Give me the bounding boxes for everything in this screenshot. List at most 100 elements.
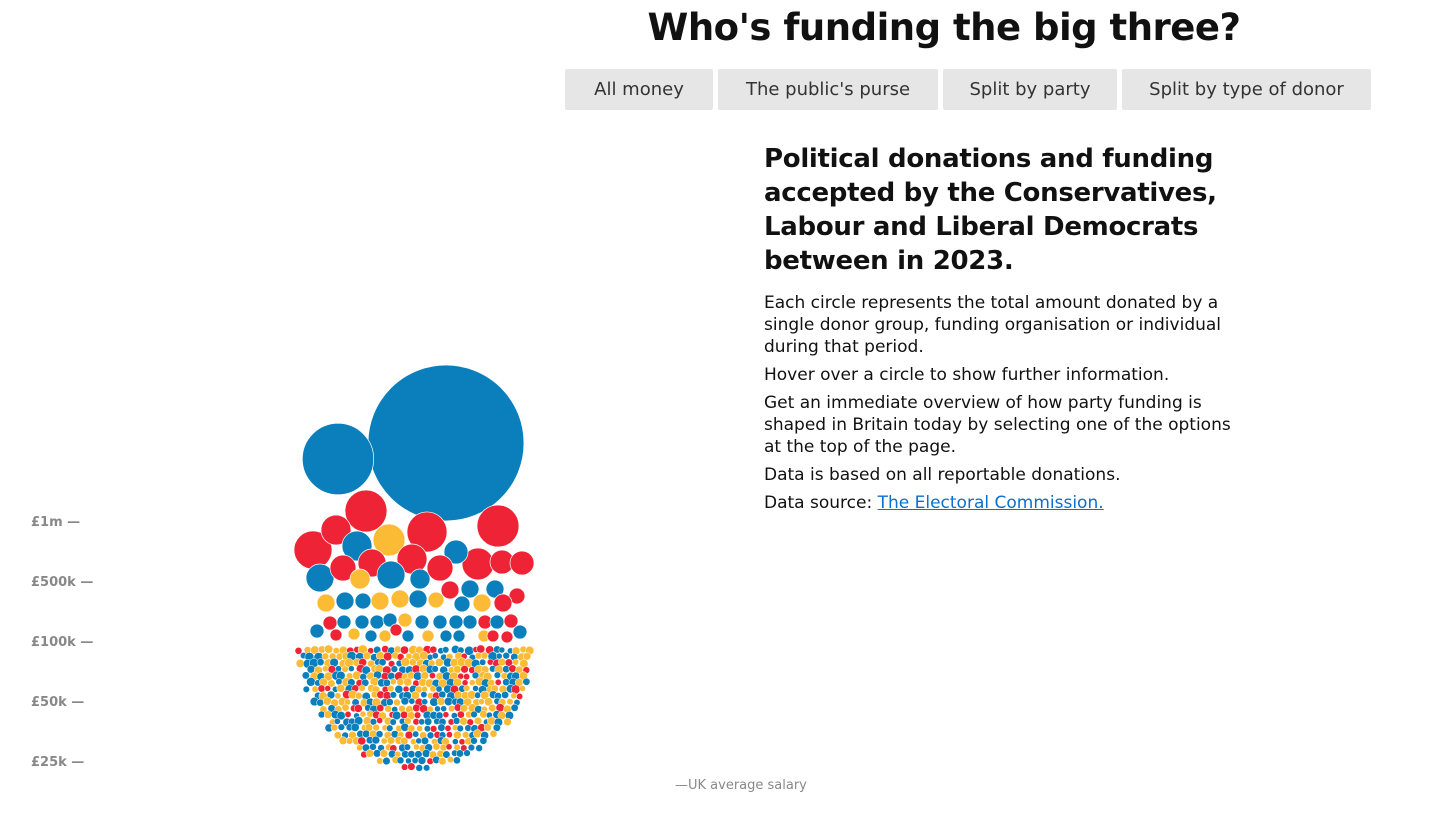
donor-circle-small[interactable] [457,710,465,719]
donor-circle-small[interactable] [461,679,469,686]
donor-circle[interactable] [432,614,448,630]
donor-circle-small[interactable] [463,697,472,707]
donor-circle-small[interactable] [393,698,401,707]
donor-circle-small[interactable] [463,684,471,692]
donor-circle-small[interactable] [446,731,453,738]
donor-circle-small[interactable] [390,665,399,673]
donor-circle-small[interactable] [324,644,334,654]
donor-circle-small[interactable] [389,718,397,726]
donor-circle[interactable] [335,591,355,611]
donor-circle-small[interactable] [519,685,526,692]
donor-circle-small[interactable] [459,717,468,726]
donor-circle-small[interactable] [483,723,492,732]
donor-circle-small[interactable] [372,723,380,732]
donor-circle-small[interactable] [473,729,482,739]
donor-circle-small[interactable] [489,729,498,738]
donor-circle[interactable] [509,550,535,576]
donor-circle-small[interactable] [472,685,479,692]
donor-circle-small[interactable] [434,658,444,667]
donor-circle[interactable] [500,630,514,644]
donor-circle-small[interactable] [498,658,507,667]
donor-circle-small[interactable] [324,685,331,692]
donor-circle-small[interactable] [470,710,478,719]
donor-circle-small[interactable] [442,711,450,718]
donor-circle-small[interactable] [336,683,346,693]
donor-circle[interactable] [376,560,406,590]
donor-circle-small[interactable] [479,658,487,666]
donor-circle-small[interactable] [498,646,506,654]
donor-circle-small[interactable] [306,677,316,687]
donor-circle-small[interactable] [373,749,382,758]
donor-circle[interactable] [354,592,372,610]
donor-circle-small[interactable] [480,690,490,700]
donor-circle-small[interactable] [330,723,339,732]
donor-circle-small[interactable] [334,718,341,725]
donor-circle-small[interactable] [322,696,332,706]
donor-circle[interactable] [409,568,431,590]
donor-circle-small[interactable] [376,704,385,712]
donor-circle-small[interactable] [463,749,471,757]
donor-circle-small[interactable] [503,717,512,726]
donor-circle-small[interactable] [426,731,435,740]
donor-circle-small[interactable] [358,684,366,692]
donor-circle-small[interactable] [460,744,468,752]
donor-circle[interactable] [512,624,528,640]
donor-circle-small[interactable] [387,736,396,745]
donor-circle-small[interactable] [407,762,416,771]
donor-circle-small[interactable] [380,737,388,745]
donor-circle-small[interactable] [437,723,446,732]
donor-circle-small[interactable] [413,743,420,751]
donor-circle-small[interactable] [400,645,409,655]
donor-circle-small[interactable] [442,750,451,759]
donor-circle-small[interactable] [495,652,503,660]
donor-circle[interactable] [460,579,480,599]
donor-circle[interactable] [453,595,471,613]
donor-circle-small[interactable] [316,658,325,666]
donor-circle-small[interactable] [508,664,517,673]
donor-circle-small[interactable] [337,723,345,731]
donor-circle-small[interactable] [431,665,439,673]
donor-circle-small[interactable] [468,679,476,686]
donor-circle-small[interactable] [421,698,429,706]
donor-circle-small[interactable] [467,744,475,752]
donor-circle-small[interactable] [411,757,419,764]
donor-circle-small[interactable] [361,678,370,687]
donor-circle[interactable] [322,615,338,631]
split-by-party-button[interactable]: Split by party [943,69,1117,110]
donor-circle-small[interactable] [438,690,447,699]
donor-circle-small[interactable] [322,665,329,673]
donor-circle-small[interactable] [435,685,443,693]
donor-circle-small[interactable] [311,685,319,693]
donor-circle-small[interactable] [302,685,310,693]
donor-circle-small[interactable] [448,705,456,713]
donor-circle[interactable] [472,593,492,613]
donor-circle-small[interactable] [429,725,438,733]
donor-circle-small[interactable] [354,704,363,713]
donor-circle-small[interactable] [386,724,394,732]
donor-circle-small[interactable] [479,736,488,745]
donor-circle[interactable] [378,629,392,643]
donor-circle[interactable] [349,568,371,590]
donor-circle-small[interactable] [332,647,340,655]
donor-circle-small[interactable] [420,691,428,699]
donor-circle-small[interactable] [344,711,352,718]
donor-circle-small[interactable] [475,744,483,752]
donor-circle-small[interactable] [510,684,521,695]
donor-circle-small[interactable] [407,750,416,759]
donor-circle-small[interactable] [522,677,531,686]
donor-circle[interactable] [329,554,357,582]
donor-circle-small[interactable] [415,737,422,745]
donor-circle[interactable] [389,623,403,637]
donor-circle-small[interactable] [522,652,532,661]
donor-circle-small[interactable] [412,730,420,738]
donor-circle[interactable] [421,629,435,643]
donor-circle-small[interactable] [415,764,423,772]
donor-circle-small[interactable] [379,749,388,758]
donor-circle-small[interactable] [429,672,436,679]
donor-circle-small[interactable] [385,698,394,706]
donor-circle-small[interactable] [316,698,325,707]
donor-circle-small[interactable] [473,716,482,725]
donor-circle[interactable] [354,614,370,630]
donor-circle[interactable] [452,629,466,643]
donor-circle-small[interactable] [317,684,326,693]
